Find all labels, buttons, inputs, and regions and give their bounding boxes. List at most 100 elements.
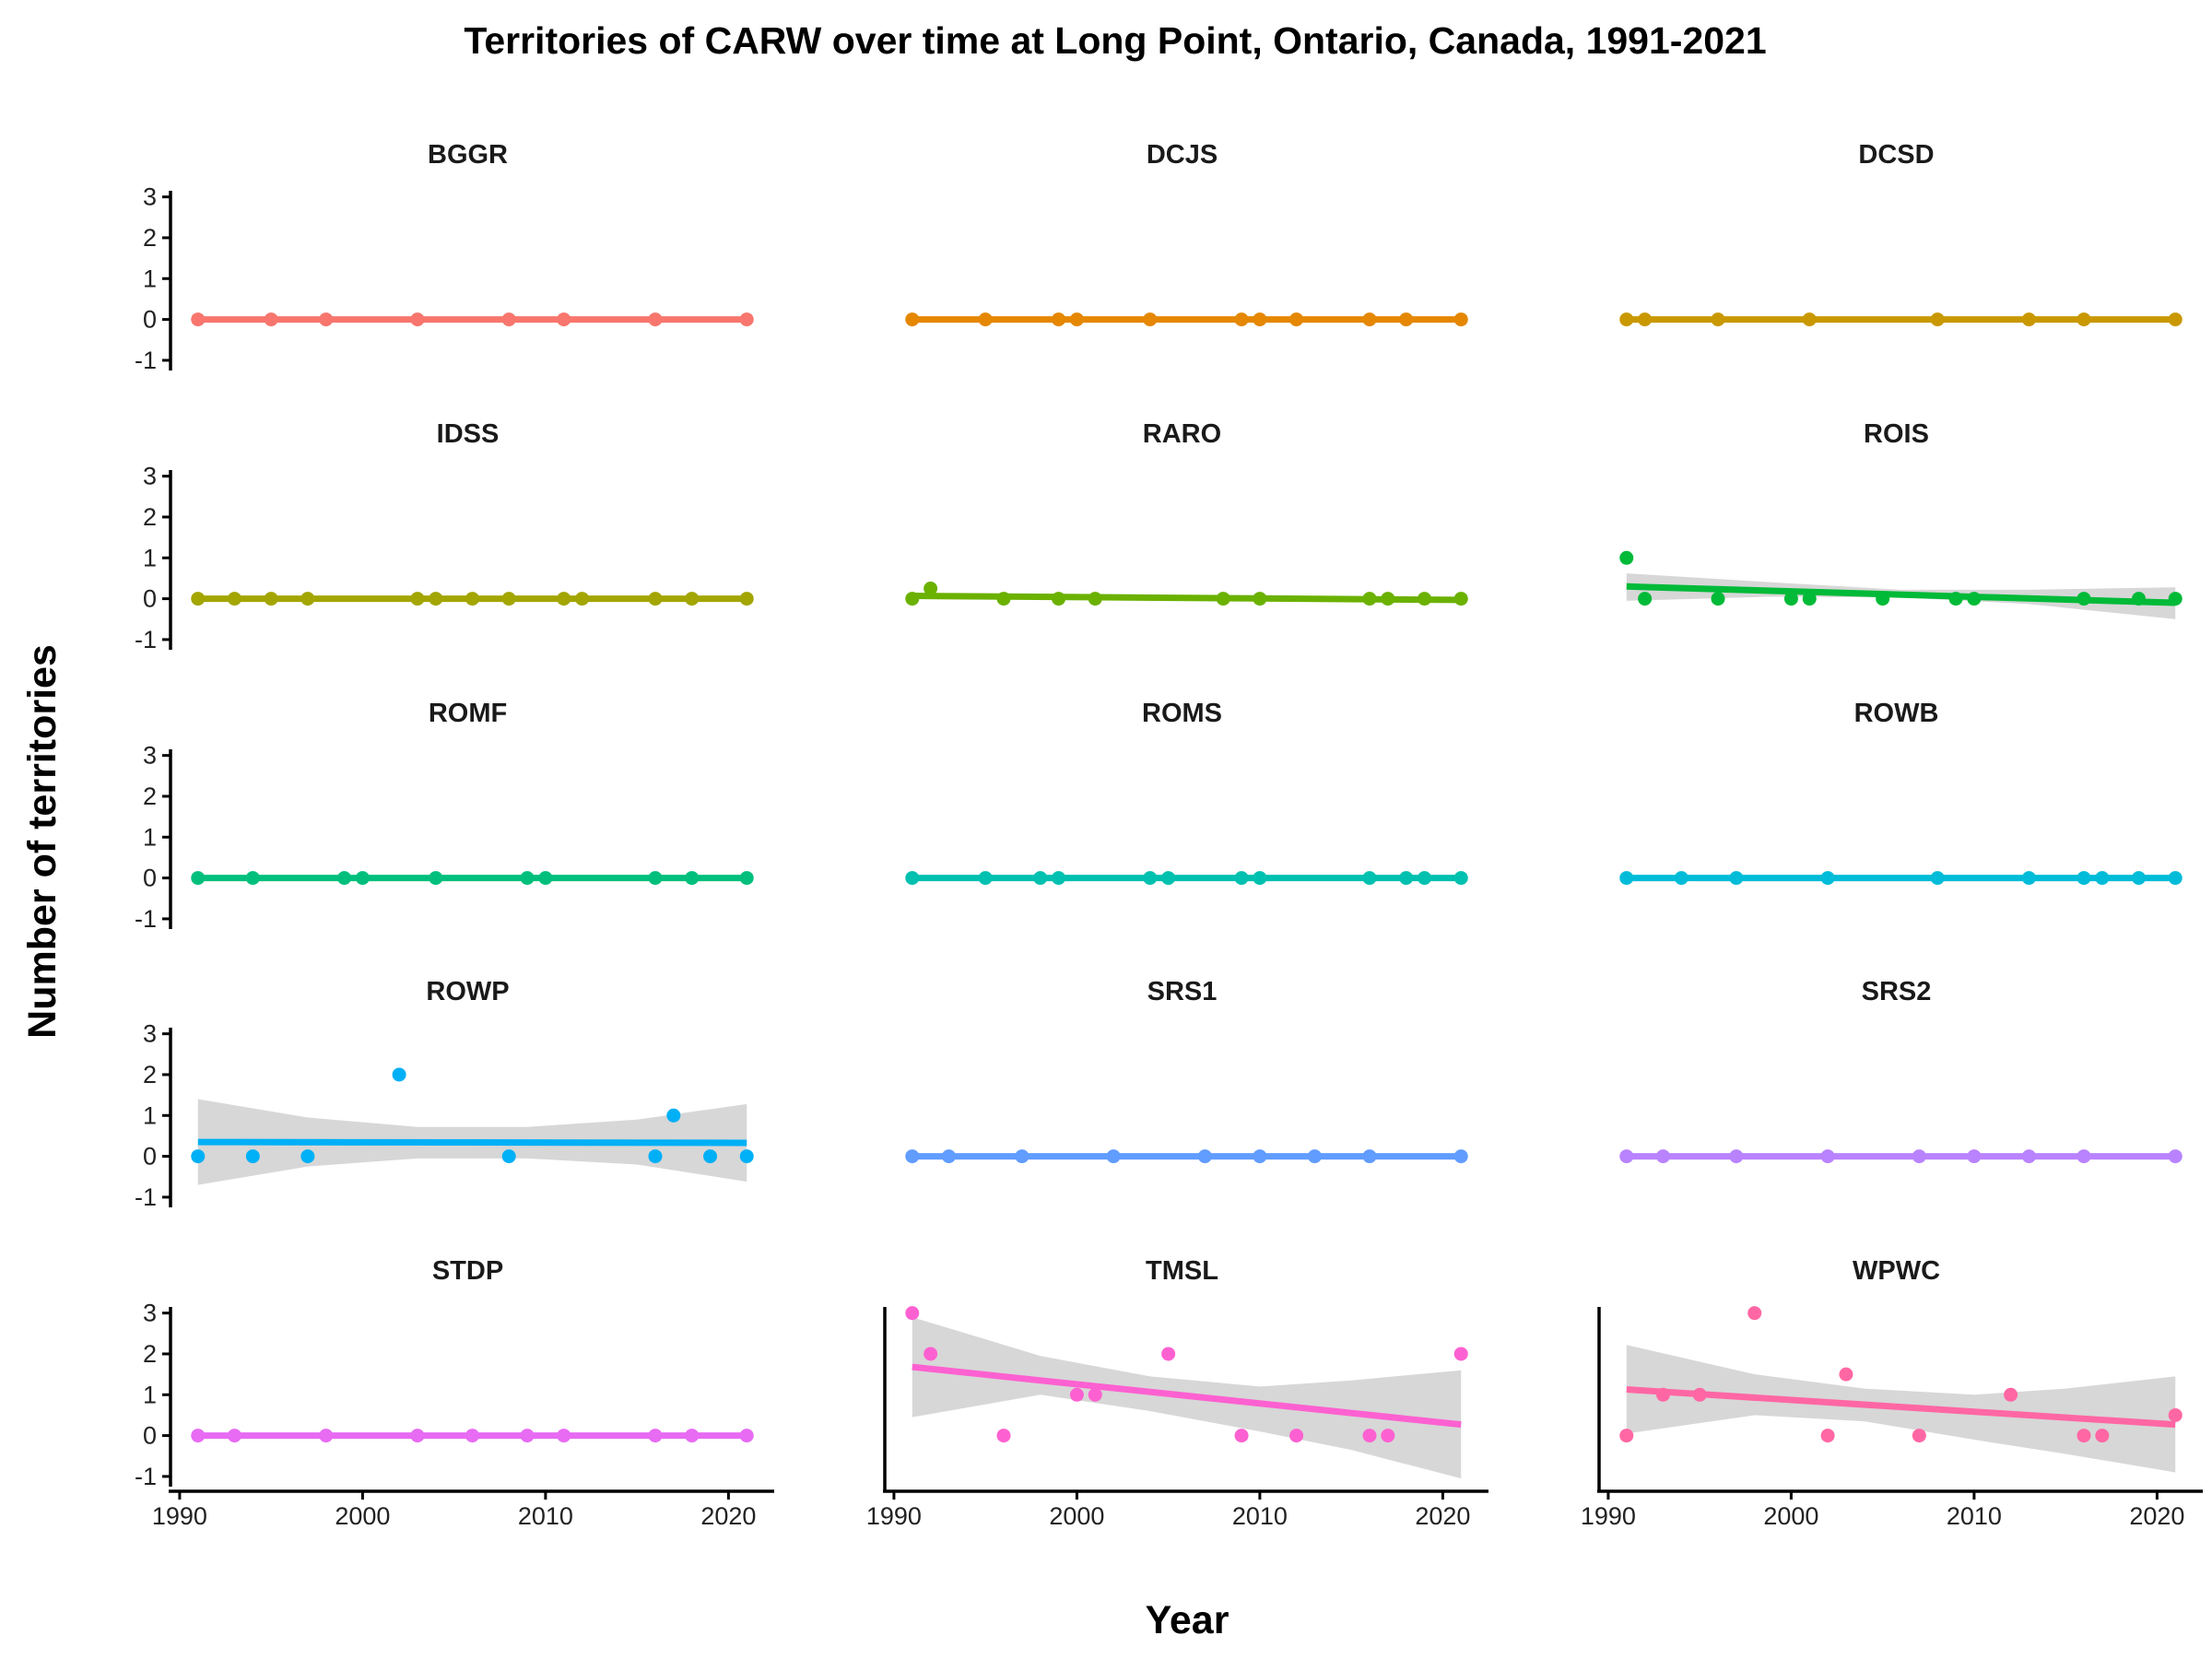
data-point [739,1429,754,1443]
x-tick-label: 2000 [335,1502,390,1530]
data-point [2132,871,2147,886]
data-point [2077,592,2091,606]
data-point [1088,1387,1102,1402]
panel-title: SRS2 [1862,977,1932,1006]
data-point [1453,312,1468,327]
data-point [1912,1149,1926,1164]
data-point [337,871,352,886]
data-point [1234,1429,1249,1443]
data-point [1033,871,1048,886]
data-point [1234,312,1249,327]
data-point [264,592,278,606]
panel-romf: ROMF 3 2 1 0 -1 [135,699,754,933]
data-point [1106,1149,1121,1164]
data-point [1619,550,1634,565]
data-point [1747,1306,1762,1321]
panel-title: ROWB [1854,699,1939,728]
data-point [648,592,663,606]
x-tick-label: 2020 [2129,1502,2184,1530]
data-point [1253,1149,1267,1164]
data-point [191,1429,206,1443]
data-point [1253,312,1267,327]
data-point [1783,592,1798,606]
y-tick-label: 3 [143,463,157,490]
data-point [905,1306,920,1321]
trend-line [912,1363,1462,1429]
data-point [2095,1429,2110,1443]
data-point [2132,592,2147,606]
data-point [2021,1149,2036,1164]
y-tick-label: 3 [143,742,157,770]
data-point [905,592,920,606]
data-point [905,871,920,886]
data-point [1362,871,1377,886]
trend-line [912,593,1462,604]
data-point [924,1347,938,1361]
data-point [1143,871,1158,886]
data-point [2077,871,2091,886]
data-point [905,1149,920,1164]
data-point [1161,1347,1176,1361]
data-point [1197,1149,1212,1164]
data-point [924,582,938,596]
data-point [520,871,535,886]
data-point [1453,1347,1468,1361]
data-point [2077,1429,2091,1443]
panel-title: ROWP [426,977,509,1006]
data-point [575,592,590,606]
panel-raro: RARO [905,419,1468,606]
data-point [300,592,315,606]
data-point [1418,871,1432,886]
data-point [1711,312,1725,327]
data-point [2077,1149,2091,1164]
panel-roms: ROMS [905,699,1468,886]
data-point [557,1429,571,1443]
data-point [996,592,1011,606]
data-point [703,1149,718,1164]
panel-title: RARO [1143,419,1221,449]
y-tick-label: -1 [135,626,157,653]
y-tick-label: 0 [143,865,157,892]
y-tick-label: 0 [143,585,157,613]
y-tick-label: 1 [143,823,157,851]
panel-srs1: SRS1 [905,977,1468,1164]
y-tick-label: 1 [143,1381,157,1408]
data-point [2168,871,2183,886]
panel-idss: IDSS 3 2 1 0 -1 [135,419,754,653]
x-tick-label: 2000 [1049,1502,1104,1530]
x-axis-label: Year [1146,1598,1230,1642]
data-point [739,312,754,327]
data-point [1619,871,1634,886]
data-point [501,312,516,327]
data-point [501,1149,516,1164]
data-point [685,592,700,606]
data-point [1362,592,1377,606]
data-point [1289,1429,1304,1443]
y-tick-label: 3 [143,1300,157,1327]
data-point [1362,1149,1377,1164]
data-point [1381,592,1395,606]
data-point [1967,592,1982,606]
data-point [465,592,479,606]
y-tick-label: -1 [135,1463,157,1490]
data-point [1876,592,1890,606]
panel-bggr: BGGR 3 2 1 0 -1 [135,140,754,374]
data-point [429,871,443,886]
panel-title: ROMS [1142,699,1222,728]
data-point [1655,1387,1670,1402]
data-point [1967,1149,1982,1164]
data-point [300,1149,315,1164]
y-tick-label: 1 [143,544,157,571]
data-point [1729,1149,1744,1164]
data-point [1638,312,1653,327]
data-point [465,1429,479,1443]
panel-dcjs: DCJS [905,140,1468,327]
data-point [648,1149,663,1164]
data-point [1453,592,1468,606]
y-tick-label: 3 [143,1020,157,1048]
panel-title: DCSD [1858,140,1934,170]
data-point [1399,312,1414,327]
data-point [1802,592,1817,606]
data-point [666,1108,681,1123]
